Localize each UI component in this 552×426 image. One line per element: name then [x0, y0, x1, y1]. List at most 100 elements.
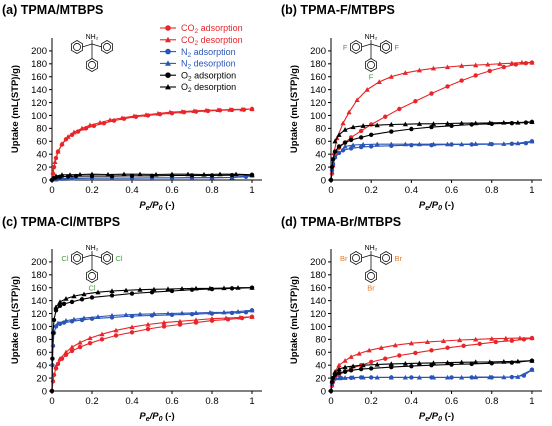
y-tick-label: 140 — [31, 296, 47, 307]
y-tick-label: 0 — [42, 386, 47, 397]
x-axis-label: Pe/P0 (-) — [419, 200, 454, 212]
data-point — [477, 341, 482, 347]
data-point — [493, 339, 498, 345]
data-point — [360, 123, 366, 128]
data-point — [71, 316, 77, 322]
series-line — [51, 108, 253, 181]
data-point — [336, 150, 342, 156]
x-tick-label: 1 — [529, 396, 534, 407]
data-point — [348, 368, 354, 373]
data-point — [69, 175, 75, 181]
data-point — [239, 106, 245, 112]
data-point — [487, 374, 493, 380]
data-point — [217, 171, 223, 177]
aromatic-circle — [73, 43, 81, 51]
data-point — [358, 135, 364, 140]
substituent-label: Br — [367, 284, 375, 293]
data-point — [342, 364, 348, 370]
series-line — [55, 174, 253, 180]
data-point — [336, 366, 342, 372]
data-point — [151, 311, 157, 316]
x-axis-label-part: /P — [428, 411, 439, 421]
aromatic-circle — [352, 43, 360, 51]
data-point — [59, 172, 65, 177]
substituent-label: Br — [340, 254, 348, 263]
legend-label-subscript: 2 — [188, 87, 192, 94]
x-axis-label-subscript: e — [425, 205, 429, 212]
data-point — [169, 171, 175, 177]
data-point — [383, 114, 388, 119]
data-point — [350, 124, 356, 130]
x-tick-label: 0.2 — [365, 396, 378, 407]
y-tick-label: 180 — [31, 270, 47, 281]
data-point — [329, 379, 335, 385]
data-point — [193, 285, 199, 291]
data-point — [123, 312, 129, 317]
data-point — [509, 338, 515, 343]
data-point — [473, 141, 479, 146]
data-point — [487, 68, 492, 74]
x-tick-label: 0.6 — [165, 185, 178, 196]
x-axis-label-part: P — [139, 411, 146, 421]
data-point — [332, 138, 338, 144]
data-point — [340, 148, 346, 153]
legend-label: O2 adsorption — [181, 70, 236, 82]
series-o2-desorption — [53, 285, 255, 310]
data-point — [249, 307, 255, 313]
data-point — [430, 374, 437, 380]
data-point — [89, 295, 95, 300]
x-axis-label-part: P — [139, 200, 146, 211]
data-point — [388, 74, 394, 79]
data-point — [137, 171, 143, 177]
y-tick-label: 60 — [36, 137, 47, 148]
data-point — [348, 137, 354, 143]
data-point — [360, 374, 366, 380]
data-point — [87, 341, 93, 346]
x-tick-label: 1 — [249, 185, 254, 196]
y-tick-label: 180 — [310, 270, 326, 281]
data-point — [501, 64, 507, 70]
y-tick-label: 160 — [310, 72, 326, 83]
series-line — [55, 316, 253, 367]
data-point — [55, 320, 61, 326]
y-tick-label: 20 — [36, 162, 47, 173]
y-tick-label: 120 — [310, 98, 326, 109]
benzene-ring — [86, 269, 98, 283]
y-tick-label: 80 — [36, 124, 47, 135]
data-point — [50, 379, 56, 384]
x-tick-label: 0.4 — [125, 185, 138, 196]
data-point — [356, 350, 362, 356]
data-point — [69, 348, 75, 354]
benzene-ring — [101, 251, 113, 265]
series-line — [51, 309, 253, 392]
data-point — [153, 171, 159, 177]
data-point — [348, 354, 354, 359]
data-point — [215, 107, 221, 113]
legend-label-part: CO — [181, 35, 195, 45]
benzene-ring — [364, 269, 378, 283]
data-point — [336, 370, 342, 376]
y-tick-label: 60 — [315, 137, 326, 148]
series-line — [57, 309, 253, 324]
x-axis-label-part: (-) — [163, 411, 175, 421]
x-tick-label: 0.8 — [485, 185, 498, 196]
data-point — [67, 172, 73, 177]
series-line — [51, 316, 253, 392]
data-point — [145, 326, 151, 332]
data-point — [77, 171, 83, 177]
data-point — [469, 361, 474, 367]
data-point — [113, 327, 119, 333]
data-point — [109, 288, 115, 294]
panel-a: (a) TPMA/MTBPS02040608010012014016018020… — [2, 3, 262, 212]
data-point — [221, 285, 227, 291]
legend-entry: N2 adsorption — [160, 47, 236, 59]
data-point — [161, 319, 167, 325]
data-point — [430, 65, 437, 71]
data-point — [63, 296, 69, 301]
data-point — [519, 59, 525, 65]
x-tick-label: 0.4 — [125, 396, 138, 407]
data-point — [416, 374, 423, 380]
y-tick-label: 80 — [315, 124, 326, 135]
data-point — [358, 366, 364, 372]
benzene-ring — [379, 251, 393, 265]
